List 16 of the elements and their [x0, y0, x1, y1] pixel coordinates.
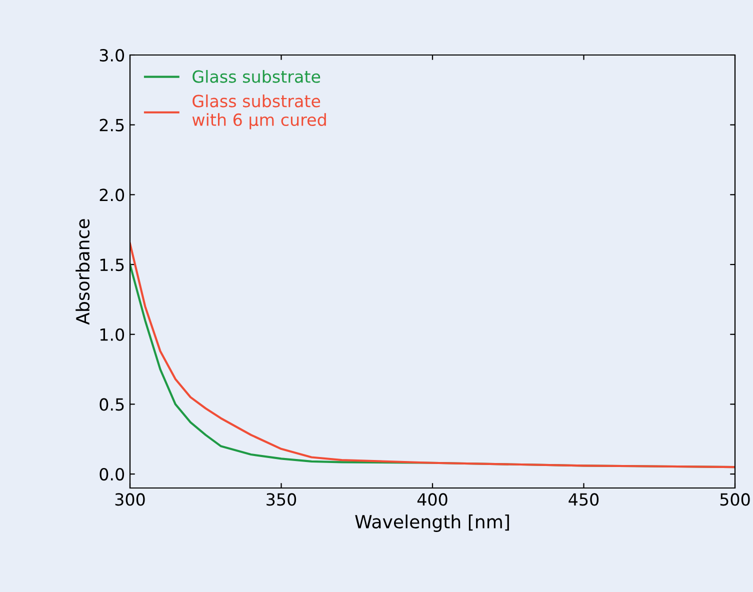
y-tick-label: 1.0 [100, 328, 124, 341]
y-tick-label: 0.5 [100, 398, 124, 411]
y-tick-label: 2.5 [100, 118, 124, 132]
x-tick-label: 500 [720, 493, 750, 506]
x-tick-label: 450 [568, 493, 599, 506]
y-axis-title: Absorbance [76, 219, 90, 325]
y-tick-label: 1.5 [100, 258, 124, 272]
legend-label: Glass substrate [192, 70, 320, 83]
x-tick-label: 400 [417, 493, 448, 506]
legend-label: Glass substrate with 6 µm cured [192, 94, 326, 130]
x-axis-title: Wavelength [nm] [355, 514, 509, 532]
y-tick-label: 2.0 [100, 188, 124, 202]
y-tick-label: 3.0 [100, 48, 124, 62]
x-tick-label: 350 [266, 493, 296, 506]
x-tick-label: 300 [115, 493, 145, 506]
y-tick-label: 0.0 [100, 468, 124, 481]
